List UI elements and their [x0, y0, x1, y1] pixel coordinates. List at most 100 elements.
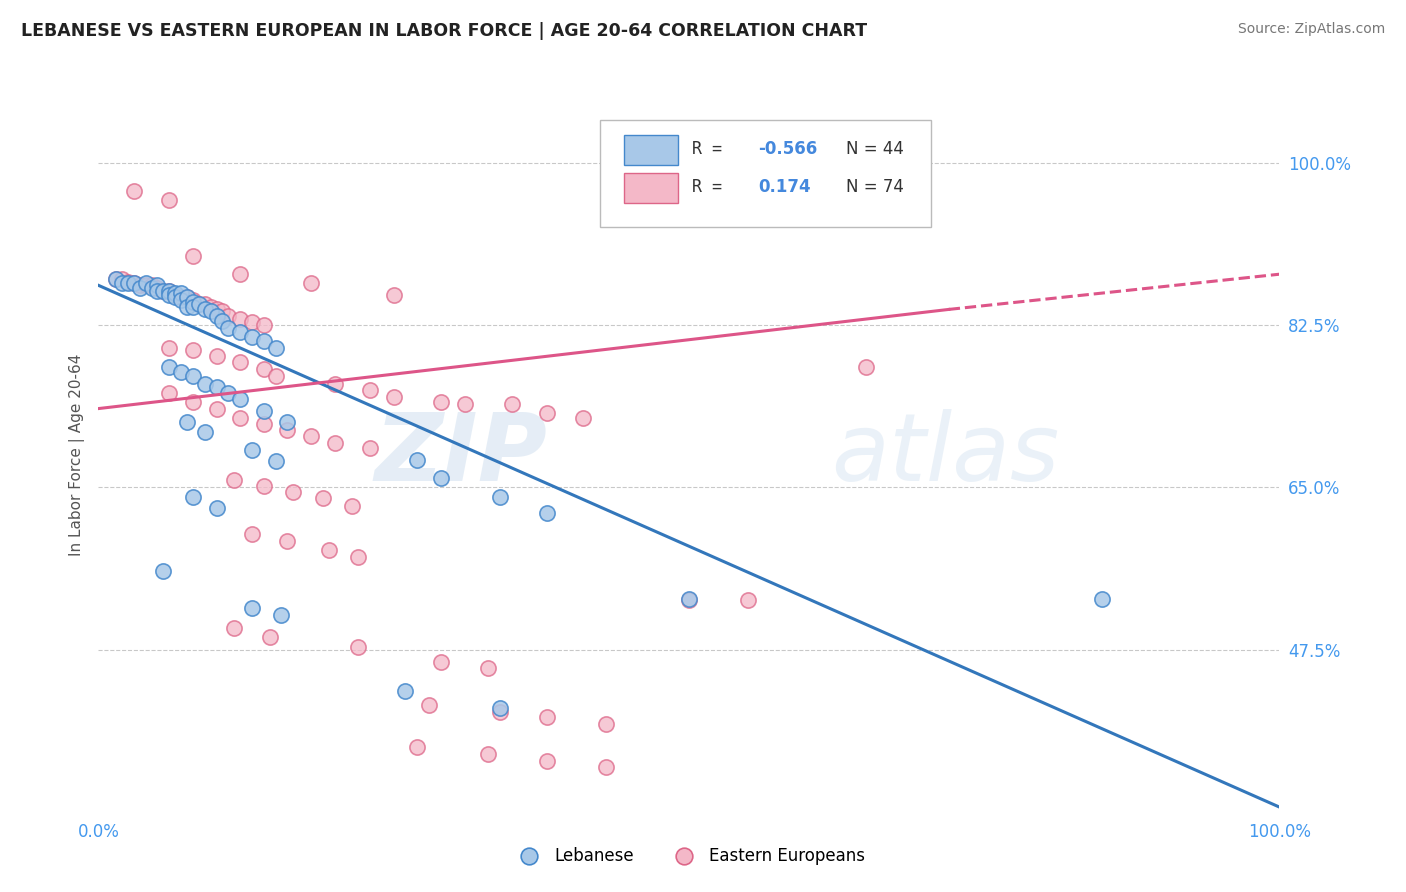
Point	[595, 760, 617, 774]
Point	[229, 355, 252, 369]
Point	[276, 423, 298, 437]
Point	[406, 452, 429, 467]
Point	[194, 297, 217, 311]
Text: atlas: atlas	[831, 409, 1059, 500]
Text: Source: ZipAtlas.com: Source: ZipAtlas.com	[1237, 22, 1385, 37]
Point	[477, 661, 499, 675]
Point	[453, 397, 475, 411]
Point	[157, 284, 180, 298]
Point	[217, 321, 239, 335]
Point	[176, 416, 198, 430]
Point	[318, 543, 340, 558]
Point	[152, 284, 174, 298]
Point	[117, 277, 139, 291]
Point	[253, 404, 276, 418]
Point	[536, 754, 558, 768]
Point	[170, 293, 193, 307]
Point	[477, 747, 499, 762]
Point	[117, 275, 139, 289]
Point	[240, 526, 263, 541]
Point	[111, 277, 134, 291]
Point	[312, 491, 335, 506]
Point	[194, 376, 217, 391]
Point	[283, 485, 305, 500]
Point	[229, 410, 252, 425]
Point	[229, 325, 252, 339]
Point	[165, 285, 187, 300]
Point	[276, 534, 298, 549]
Point	[141, 281, 163, 295]
Point	[105, 272, 128, 286]
Point	[170, 364, 193, 378]
Point	[181, 395, 204, 409]
Point	[240, 600, 263, 615]
Point	[270, 608, 292, 623]
Point	[181, 249, 204, 263]
Point	[224, 621, 246, 635]
Point	[111, 272, 134, 286]
Point	[128, 281, 150, 295]
Point	[205, 302, 228, 317]
Point	[571, 410, 593, 425]
Point	[259, 631, 281, 645]
Point	[211, 304, 233, 318]
Point	[181, 295, 204, 310]
Point	[323, 435, 346, 450]
Point	[105, 272, 128, 286]
Text: -0.566: -0.566	[759, 141, 818, 159]
Point	[152, 564, 174, 578]
Text: ZIP: ZIP	[374, 409, 547, 501]
Point	[382, 287, 405, 301]
Point	[737, 593, 759, 607]
Point	[418, 698, 440, 713]
Point	[253, 478, 276, 492]
Point	[122, 184, 145, 198]
Point	[135, 277, 157, 291]
Point	[170, 285, 193, 300]
Point	[489, 701, 512, 715]
Point	[217, 309, 239, 323]
FancyBboxPatch shape	[624, 136, 678, 165]
Point	[299, 429, 322, 443]
Point	[135, 278, 157, 293]
Point	[382, 390, 405, 404]
Point	[359, 442, 381, 456]
Point	[122, 277, 145, 291]
Y-axis label: In Labor Force | Age 20-64: In Labor Force | Age 20-64	[69, 354, 84, 556]
Point	[181, 490, 204, 504]
Point	[128, 278, 150, 293]
Point	[211, 313, 233, 327]
Point	[187, 297, 209, 311]
Point	[170, 290, 193, 304]
Point	[165, 287, 187, 301]
FancyBboxPatch shape	[624, 173, 678, 203]
Point	[181, 293, 204, 307]
Point	[253, 417, 276, 432]
FancyBboxPatch shape	[600, 120, 931, 227]
Text: R =: R =	[693, 141, 733, 159]
Point	[430, 471, 453, 485]
Point	[157, 385, 180, 400]
Point	[176, 300, 198, 314]
Point	[146, 278, 169, 293]
Text: N = 44: N = 44	[846, 141, 904, 159]
Point	[229, 267, 252, 281]
Point	[205, 500, 228, 515]
Point	[181, 343, 204, 358]
Point	[146, 284, 169, 298]
Point	[276, 416, 298, 430]
Point	[240, 443, 263, 458]
Point	[205, 309, 228, 323]
Point	[264, 369, 287, 384]
Point	[678, 593, 700, 607]
Point	[152, 284, 174, 298]
Point	[229, 392, 252, 407]
Point	[205, 401, 228, 416]
Point	[253, 318, 276, 333]
Point	[489, 490, 512, 504]
Text: N = 74: N = 74	[846, 178, 904, 196]
Point	[501, 397, 523, 411]
Point	[157, 359, 180, 374]
Point	[536, 710, 558, 724]
Point	[194, 302, 217, 317]
